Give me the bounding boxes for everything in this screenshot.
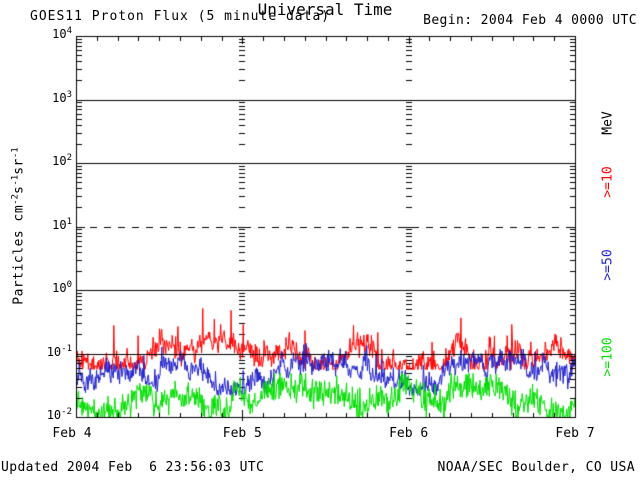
y-axis-title-exponent: -1 xyxy=(10,147,21,159)
x-tick-label: Feb 4 xyxy=(52,426,92,441)
y-tick-label: 100 xyxy=(52,280,72,295)
legend-entry-label: >=10 xyxy=(600,166,616,198)
chart-title: GOES11 Proton Flux (5 minute data) xyxy=(30,9,331,24)
y-tick-label: 104 xyxy=(52,26,72,41)
x-tick-label: Feb 6 xyxy=(389,426,429,441)
y-tick-label: 10-2 xyxy=(46,407,72,422)
y-tick-label: 102 xyxy=(52,153,72,168)
y-tick-label: 101 xyxy=(52,216,72,232)
y-tick-exponent: -1 xyxy=(61,343,72,354)
y-tick-exponent: 0 xyxy=(66,280,72,290)
y-tick-label: 103 xyxy=(52,89,72,105)
y-tick-label: 10-1 xyxy=(46,343,72,359)
y-tick-exponent: 1 xyxy=(66,216,72,227)
y-axis-title-exponent: -1 xyxy=(10,174,21,186)
x-tick-label: Feb 5 xyxy=(222,426,262,441)
x-axis-title: Universal Time xyxy=(257,0,393,19)
legend-entry-label: >=100 xyxy=(600,337,616,377)
y-axis-title: Particles cm-2s-1sr-1 xyxy=(10,147,27,305)
begin-time-label: Begin: 2004 Feb 4 0000 UTC xyxy=(423,13,637,28)
y-tick-exponent: 4 xyxy=(66,26,72,36)
y-axis-title-exponent: -2 xyxy=(10,193,21,205)
legend-unit-label: MeV xyxy=(600,111,616,135)
y-tick-exponent: -2 xyxy=(61,407,72,417)
credit-label: NOAA/SEC Boulder, CO USA xyxy=(437,460,635,475)
updated-timestamp: Updated 2004 Feb 6 23:56:03 UTC xyxy=(1,460,265,475)
y-tick-exponent: 2 xyxy=(66,153,72,163)
y-tick-exponent: 3 xyxy=(66,89,72,100)
legend-entry-label: >=50 xyxy=(600,249,616,281)
x-tick-label: Feb 7 xyxy=(555,426,595,441)
